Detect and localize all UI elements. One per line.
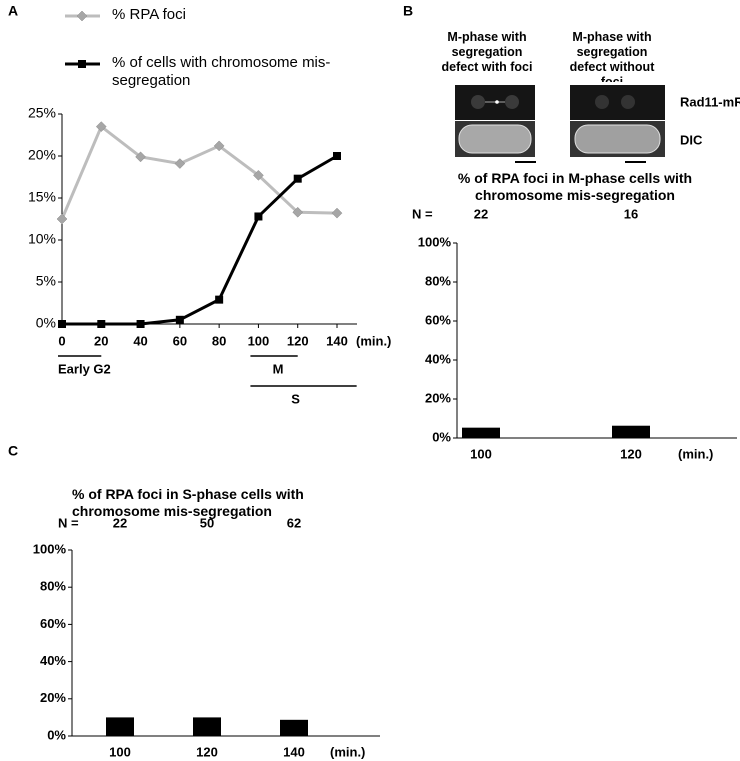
marker xyxy=(97,320,106,328)
y-tick-label: 25% xyxy=(28,105,56,121)
y-tick-label: 0% xyxy=(36,315,56,331)
y-tick-label: 60% xyxy=(40,616,66,631)
x-tick-label: 140 xyxy=(283,744,305,759)
bar xyxy=(193,717,221,736)
series-line xyxy=(60,124,338,220)
x-tick-label: 60 xyxy=(173,333,187,348)
y-tick-label: 40% xyxy=(40,653,66,668)
n-value: 22 xyxy=(113,515,127,530)
micrograph-spot xyxy=(595,95,609,109)
marker xyxy=(95,121,107,132)
n-value: 50 xyxy=(200,515,214,530)
x-tick-label: 80 xyxy=(212,333,226,348)
n-value: 62 xyxy=(287,515,301,530)
bar xyxy=(106,717,134,736)
marker xyxy=(293,174,302,183)
x-tick-label: 100 xyxy=(109,744,131,759)
y-tick-label: 20% xyxy=(28,147,56,163)
marker xyxy=(174,158,186,169)
y-tick-label: 80% xyxy=(40,579,66,594)
legend-label-box: % RPA foci xyxy=(112,6,186,23)
x-tick-label: 0 xyxy=(58,333,65,348)
x-tick-label: 20 xyxy=(94,333,108,348)
y-tick-label: 10% xyxy=(28,231,56,247)
phase-label: S xyxy=(291,391,300,406)
micrograph-rfp xyxy=(570,85,665,120)
marker xyxy=(215,295,224,304)
y-tick-label: 60% xyxy=(425,312,451,327)
micrograph-spot xyxy=(505,95,519,109)
y-tick-label: 0% xyxy=(47,727,66,742)
marker xyxy=(136,320,145,328)
chart-title: % of RPA foci in M-phase cells with chro… xyxy=(457,170,693,203)
x-tick-label: 120 xyxy=(287,333,309,348)
panel-label: C xyxy=(8,443,18,459)
y-tick-label: 80% xyxy=(425,273,451,288)
y-tick-label: 100% xyxy=(418,234,452,249)
legend-label: % of cells with chromosome mis-segregati… xyxy=(112,54,331,89)
x-tick-label: 40 xyxy=(133,333,147,348)
y-tick-label: 40% xyxy=(425,351,451,366)
n-value: 22 xyxy=(474,206,488,221)
x-tick-label: 120 xyxy=(196,744,218,759)
image-label: M-phase with segregation defect with foc… xyxy=(441,30,533,74)
y-tick-label: 20% xyxy=(425,390,451,405)
x-tick-label: 140 xyxy=(326,333,348,348)
n-label: N = xyxy=(412,206,433,221)
y-tick-label: 15% xyxy=(28,189,56,205)
marker xyxy=(292,206,304,218)
x-axis-label: (min.) xyxy=(356,333,391,348)
legend-label-box: % of cells with chromosome mis-segregati… xyxy=(112,54,331,89)
marker xyxy=(254,212,263,221)
panel-label: A xyxy=(8,3,18,19)
chart-title-box: % of RPA foci in M-phase cells with chro… xyxy=(457,170,693,203)
phase-label: M xyxy=(273,361,284,376)
bar xyxy=(612,425,650,438)
image-label-box: M-phase with segregation defect with foc… xyxy=(441,30,533,74)
marker xyxy=(175,315,184,324)
marker xyxy=(135,151,146,163)
marker xyxy=(78,60,86,68)
chart-title: % of RPA foci in S-phase cells with chro… xyxy=(72,486,304,519)
image-label: M-phase with segregation defect without … xyxy=(569,30,655,82)
y-tick-label: 100% xyxy=(33,541,67,556)
marker xyxy=(76,10,88,22)
y-tick-label: 20% xyxy=(40,690,66,705)
n-value: 16 xyxy=(624,206,638,221)
marker xyxy=(333,152,341,160)
marker xyxy=(213,140,225,152)
bar xyxy=(462,427,500,438)
channel-label: Rad11-mRFP xyxy=(680,94,740,109)
x-tick-label: 100 xyxy=(470,446,492,461)
y-tick-label: 0% xyxy=(432,429,451,444)
phase-label: Early G2 xyxy=(58,361,111,376)
micrograph-spot xyxy=(621,95,635,109)
chart-title-box: % of RPA foci in S-phase cells with chro… xyxy=(72,486,304,519)
micrograph-spot xyxy=(471,95,485,109)
channel-label: DIC xyxy=(680,132,703,147)
x-tick-label: 120 xyxy=(620,446,642,461)
marker xyxy=(253,169,264,181)
marker xyxy=(56,213,68,225)
panel-label: B xyxy=(403,3,413,19)
legend-label: % RPA foci xyxy=(112,6,186,23)
x-axis-label: (min.) xyxy=(678,446,713,461)
image-label-box: M-phase with segregation defect without … xyxy=(569,30,655,82)
y-tick-label: 5% xyxy=(36,273,56,289)
micrograph-cell xyxy=(458,124,532,154)
x-tick-label: 100 xyxy=(248,333,270,348)
marker xyxy=(58,320,66,328)
series-line xyxy=(62,154,338,326)
n-label: N = xyxy=(58,515,79,530)
micrograph-focus xyxy=(495,100,499,104)
bar xyxy=(280,719,308,736)
micrograph-cell xyxy=(574,124,661,154)
marker xyxy=(331,207,343,219)
x-axis-label: (min.) xyxy=(330,744,365,759)
